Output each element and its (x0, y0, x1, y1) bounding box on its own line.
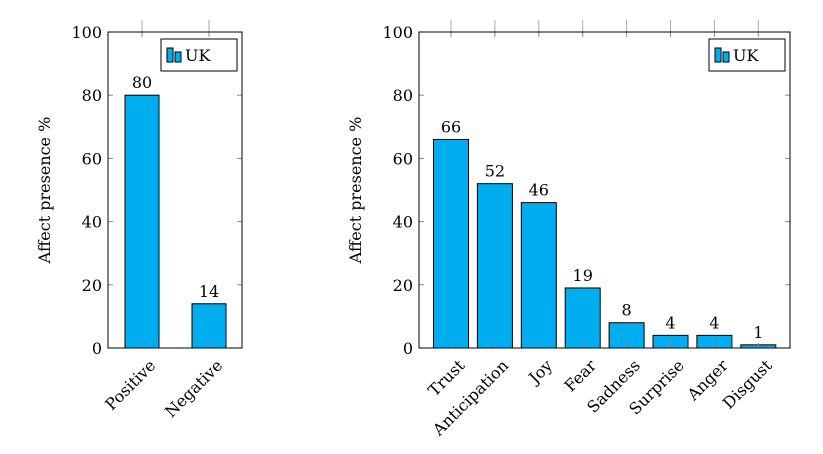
y-tick-label: 40 (393, 213, 413, 232)
y-tick-label: 20 (393, 276, 413, 295)
x-tick-label: Anticipation (428, 356, 512, 440)
bar-value-label: 14 (199, 282, 219, 301)
legend-swatch (166, 47, 174, 63)
y-tick-label: 20 (82, 276, 102, 295)
bar-joy (520, 202, 557, 349)
y-tick-label: 100 (71, 23, 102, 42)
bar-trust (433, 138, 469, 349)
y-tick-label: 40 (82, 213, 102, 232)
x-tick-label: Negative (161, 356, 226, 421)
bar-fear (564, 287, 601, 349)
bar-value-label: 8 (622, 301, 632, 320)
legend-label: UK (733, 46, 759, 65)
legend-label: UK (185, 46, 211, 65)
y-tick-label: 60 (393, 149, 413, 168)
bar-anticipation (476, 183, 513, 349)
legend-box (160, 38, 238, 72)
y-tick-label: 0 (403, 339, 413, 358)
bar-value-label: 4 (665, 313, 675, 332)
legend-swatch (714, 47, 722, 63)
x-tick-label: Joy (524, 356, 557, 389)
y-tick-label: 100 (382, 23, 413, 42)
bar-value-label: 1 (753, 323, 763, 342)
bar-negative (191, 303, 227, 349)
bar-value-label: 4 (709, 313, 719, 332)
y-tick-label: 80 (82, 86, 102, 105)
bar-value-label: 80 (132, 73, 152, 92)
plot-frame (107, 31, 243, 349)
bar-positive (124, 94, 160, 349)
bar-value-label: 66 (441, 117, 461, 136)
y-tick-label: 80 (393, 86, 413, 105)
bar-value-label: 46 (529, 181, 549, 200)
bar-value-label: 52 (485, 162, 505, 181)
x-tick-label: Positive (101, 356, 159, 414)
y-tick-label: 0 (92, 339, 102, 358)
legend-swatch (722, 51, 730, 63)
legend: UK (708, 38, 786, 72)
plot-frame (418, 31, 791, 349)
y-axis-title: Affect presence % (35, 117, 54, 265)
legend: UK (160, 38, 238, 72)
x-tick-label: Disgust (719, 355, 776, 412)
y-tick-label: 60 (82, 149, 102, 168)
chart-2: 66Trust52Anticipation46Joy19Fear8Sadness… (346, 20, 791, 440)
x-tick-label: Fear (560, 356, 600, 396)
y-axis-title: Affect presence % (346, 117, 365, 265)
legend-swatch (174, 51, 182, 63)
chart-1: 80 Positive 14 Negative 0 20 40 60 80 100 Affect p… (35, 20, 243, 421)
legend-box (708, 38, 786, 72)
bar-value-label: 19 (573, 266, 593, 285)
